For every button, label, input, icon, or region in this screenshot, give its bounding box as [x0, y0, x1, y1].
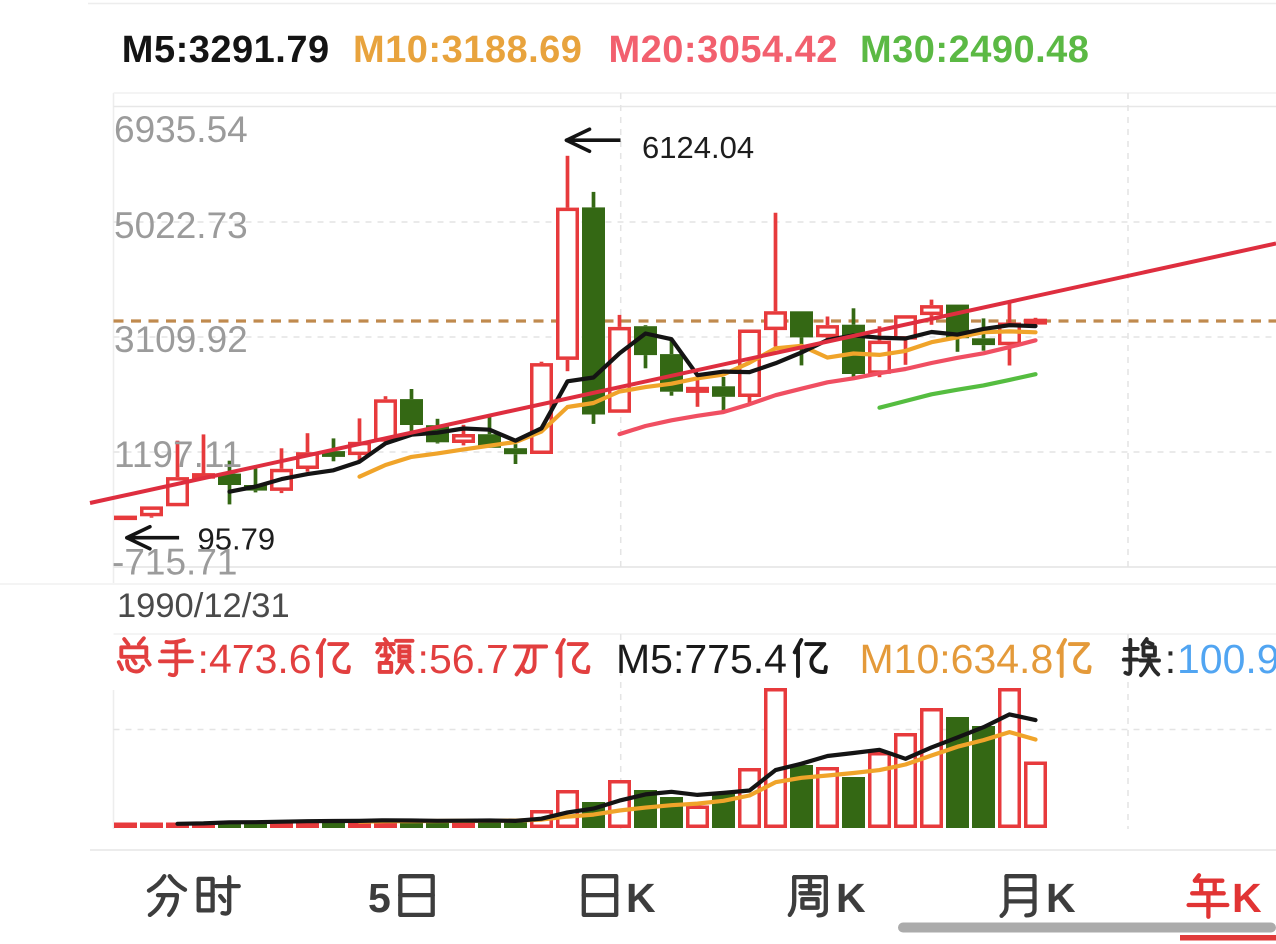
svg-text:M5:3291.79: M5:3291.79 [122, 29, 330, 71]
svg-text:5022.73: 5022.73 [114, 205, 248, 246]
svg-text:M30:2490.48: M30:2490.48 [860, 29, 1089, 71]
svg-text:K: K [1046, 875, 1076, 921]
svg-text::: : [198, 636, 209, 682]
svg-text::: : [1165, 636, 1176, 682]
svg-text:M5:775.4: M5:775.4 [616, 636, 787, 682]
svg-text:-715.71: -715.71 [112, 542, 238, 583]
svg-text:1197.11: 1197.11 [114, 434, 242, 475]
svg-text:K: K [836, 875, 866, 921]
svg-text::: : [418, 636, 429, 682]
svg-text:M10:634.8: M10:634.8 [860, 636, 1054, 682]
svg-text:6124.04: 6124.04 [642, 130, 754, 165]
svg-text:K: K [626, 875, 656, 921]
svg-text:3109.92: 3109.92 [114, 319, 248, 360]
svg-text:M10:3188.69: M10:3188.69 [353, 29, 582, 71]
svg-text:473.6: 473.6 [209, 636, 312, 682]
svg-text:56.7: 56.7 [429, 636, 509, 682]
svg-text:1990/12/31: 1990/12/31 [117, 587, 290, 625]
svg-text:95.79: 95.79 [198, 522, 276, 557]
svg-text:6935.54: 6935.54 [114, 109, 248, 150]
svg-text:100.9: 100.9 [1177, 636, 1276, 682]
svg-text:5: 5 [368, 875, 391, 921]
svg-text:K: K [1232, 875, 1262, 921]
svg-text:M20:3054.42: M20:3054.42 [609, 29, 838, 71]
